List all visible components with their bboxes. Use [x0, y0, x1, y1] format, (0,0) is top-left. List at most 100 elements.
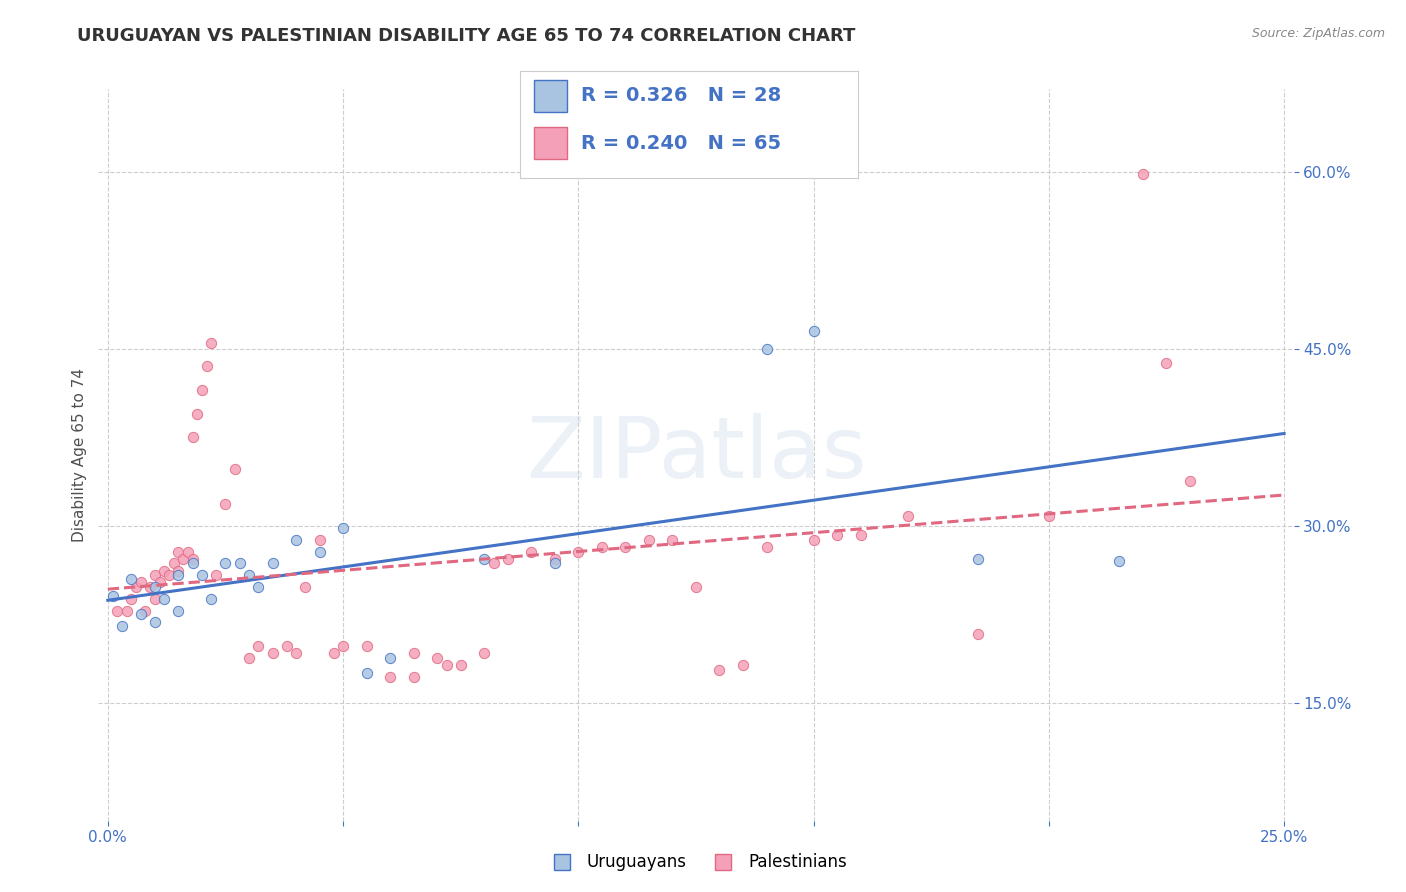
Uruguayans [191, 568, 214, 582]
Uruguayans [378, 650, 401, 665]
Uruguayans [129, 607, 152, 622]
Palestinians [177, 544, 200, 558]
Palestinians [402, 646, 425, 660]
Palestinians [205, 568, 228, 582]
Palestinians [1156, 356, 1178, 370]
Palestinians [125, 580, 148, 594]
Palestinians [167, 564, 190, 578]
Palestinians [1178, 474, 1201, 488]
Palestinians [181, 430, 204, 444]
Palestinians [134, 604, 156, 618]
Palestinians [426, 650, 449, 665]
Palestinians [143, 568, 166, 582]
Palestinians [685, 580, 707, 594]
Palestinians [1038, 509, 1060, 524]
Uruguayans [111, 619, 134, 633]
Palestinians [214, 498, 236, 512]
Palestinians [356, 639, 378, 653]
Palestinians [308, 533, 330, 547]
Palestinians [167, 544, 190, 558]
Uruguayans [755, 342, 778, 356]
Palestinians [247, 639, 270, 653]
FancyBboxPatch shape [534, 127, 568, 159]
Palestinians [105, 604, 128, 618]
Uruguayans [228, 557, 250, 571]
Palestinians [238, 650, 260, 665]
Palestinians [378, 670, 401, 684]
Palestinians [450, 657, 472, 672]
Uruguayans [143, 615, 166, 630]
Palestinians [153, 564, 176, 578]
Palestinians [294, 580, 316, 594]
Palestinians [591, 540, 613, 554]
Palestinians [120, 591, 142, 606]
Palestinians [482, 557, 505, 571]
Palestinians [262, 646, 284, 660]
Palestinians [803, 533, 825, 547]
Palestinians [614, 540, 637, 554]
Uruguayans [262, 557, 284, 571]
Palestinians [661, 533, 683, 547]
Palestinians [149, 575, 172, 590]
Palestinians [897, 509, 920, 524]
Palestinians [186, 407, 208, 421]
Uruguayans [308, 544, 330, 558]
Uruguayans [544, 557, 567, 571]
Palestinians [402, 670, 425, 684]
Palestinians [967, 627, 990, 641]
Text: URUGUAYAN VS PALESTINIAN DISABILITY AGE 65 TO 74 CORRELATION CHART: URUGUAYAN VS PALESTINIAN DISABILITY AGE … [77, 27, 856, 45]
Palestinians [638, 533, 661, 547]
Palestinians [544, 551, 567, 566]
Palestinians [276, 639, 298, 653]
Palestinians [496, 551, 519, 566]
Uruguayans [181, 557, 204, 571]
Text: R = 0.240   N = 65: R = 0.240 N = 65 [581, 134, 782, 153]
Uruguayans [247, 580, 270, 594]
Palestinians [436, 657, 458, 672]
Uruguayans [332, 521, 354, 535]
Palestinians [849, 528, 872, 542]
Palestinians [825, 528, 848, 542]
Palestinians [200, 335, 222, 350]
Uruguayans [200, 591, 222, 606]
Uruguayans [1108, 554, 1130, 568]
Uruguayans [285, 533, 308, 547]
FancyBboxPatch shape [534, 80, 568, 112]
Uruguayans [101, 590, 124, 604]
Uruguayans [238, 568, 260, 582]
Palestinians [1132, 167, 1154, 181]
Palestinians [520, 544, 543, 558]
Palestinians [472, 646, 495, 660]
Palestinians [285, 646, 308, 660]
Uruguayans [167, 568, 190, 582]
Uruguayans [143, 580, 166, 594]
Uruguayans [356, 666, 378, 681]
Palestinians [181, 551, 204, 566]
Palestinians [332, 639, 354, 653]
Palestinians [115, 604, 138, 618]
Y-axis label: Disability Age 65 to 74: Disability Age 65 to 74 [72, 368, 87, 542]
Palestinians [191, 383, 214, 397]
Palestinians [139, 580, 162, 594]
Palestinians [157, 568, 180, 582]
Palestinians [172, 551, 194, 566]
Uruguayans [472, 551, 495, 566]
Uruguayans [803, 324, 825, 338]
Palestinians [129, 575, 152, 590]
Text: Source: ZipAtlas.com: Source: ZipAtlas.com [1251, 27, 1385, 40]
Uruguayans [167, 604, 190, 618]
Palestinians [195, 359, 218, 374]
Palestinians [322, 646, 344, 660]
Palestinians [755, 540, 778, 554]
Uruguayans [120, 572, 142, 586]
Uruguayans [214, 557, 236, 571]
Legend: Uruguayans, Palestinians: Uruguayans, Palestinians [538, 847, 853, 878]
Palestinians [163, 557, 186, 571]
Palestinians [224, 462, 246, 476]
Text: R = 0.326   N = 28: R = 0.326 N = 28 [581, 87, 782, 105]
Palestinians [709, 663, 731, 677]
Text: ZIPatlas: ZIPatlas [526, 413, 866, 497]
Palestinians [143, 591, 166, 606]
Palestinians [567, 544, 589, 558]
Palestinians [731, 657, 754, 672]
